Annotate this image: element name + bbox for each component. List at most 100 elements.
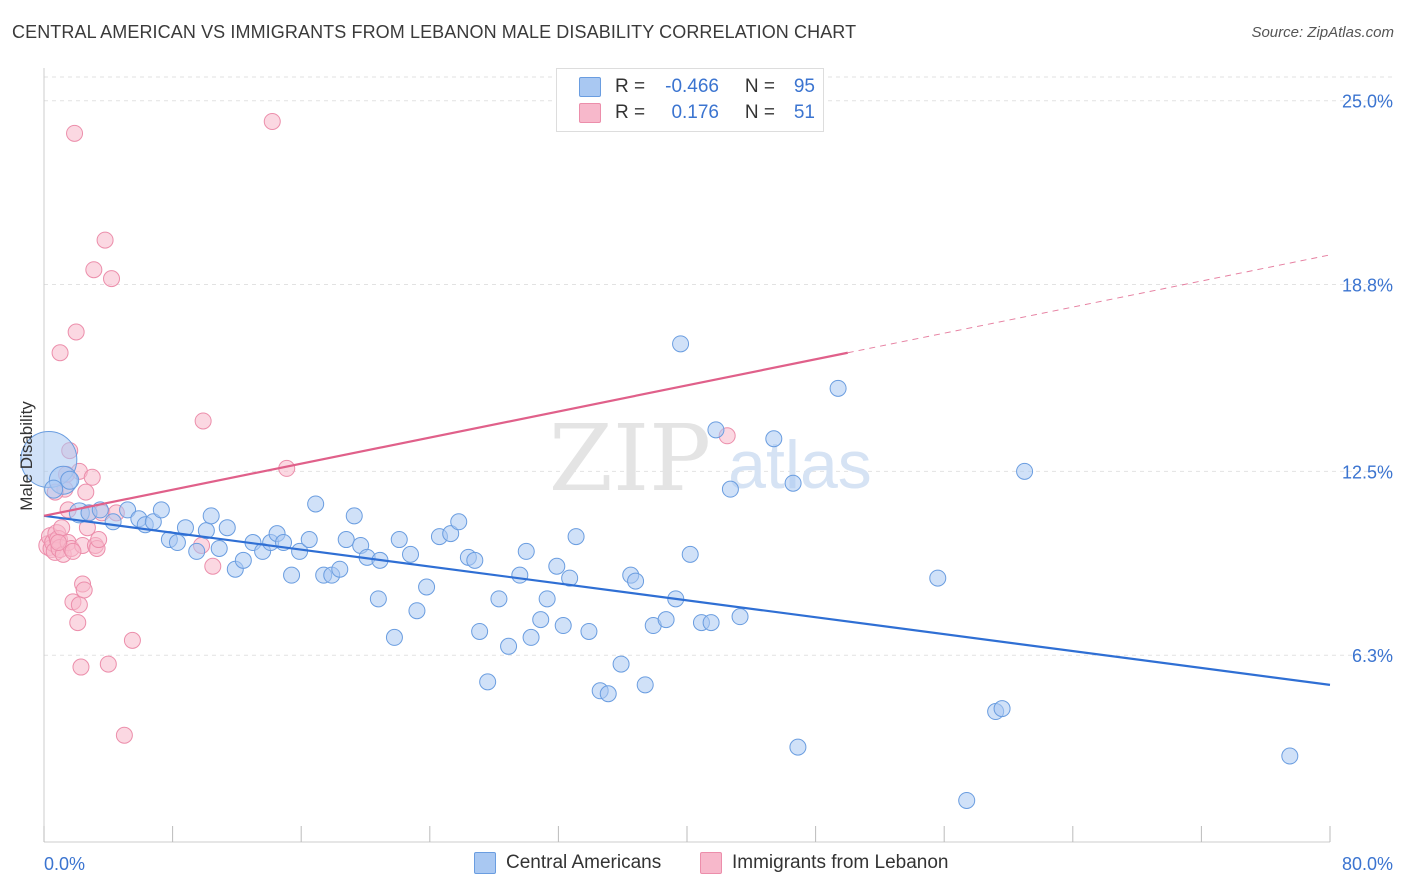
tick-labels: 6.3% 12.5% 18.8% 25.0% 0.0% 80.0% [44, 92, 1393, 874]
central-american-point-47 [442, 525, 460, 543]
central-american-point-22 [234, 551, 252, 569]
legend-n-label: N = [744, 102, 775, 123]
central-american-point-74 [672, 335, 690, 353]
central-american-point-42 [390, 531, 408, 549]
central-american-point-80 [731, 608, 749, 626]
central-american-point-72 [657, 611, 675, 629]
central-american-point-50 [466, 551, 484, 569]
central-american-point-2 [44, 479, 64, 499]
central-american-point-48 [450, 513, 468, 531]
central-american-point-85 [929, 569, 947, 587]
legend-r-value: 0.176 [671, 102, 719, 123]
central-american-point-66 [599, 685, 617, 703]
central-american-point-62 [561, 569, 579, 587]
watermark-atlas: atlas [728, 427, 872, 503]
central-american-point-51 [471, 622, 489, 640]
x-tick-label-max: 80.0% [1342, 854, 1393, 874]
lebanon-point-20 [70, 596, 88, 614]
central-american-point-77 [702, 614, 720, 632]
legend-n-value: 95 [793, 76, 815, 97]
lebanon-point-29 [85, 261, 103, 279]
trend-lines [43, 254, 1331, 686]
legend-row-central-americans: R = -0.466 N = 95 [579, 75, 815, 99]
legend-n-value: 51 [793, 102, 815, 123]
legend-swatch-pink [579, 103, 601, 123]
gridlines [44, 76, 1392, 656]
central-american-point-55 [511, 566, 529, 584]
lebanon-point-44 [64, 542, 82, 560]
central-american-point-59 [538, 590, 556, 608]
lebanon-point-24 [75, 581, 93, 599]
central-american-point-7 [104, 513, 122, 531]
central-american-point-90 [1281, 747, 1299, 765]
central-american-point-14 [168, 534, 186, 552]
central-american-point-88 [993, 700, 1011, 718]
central-american-point-16 [188, 542, 206, 560]
trend-line-lebanon [43, 351, 848, 517]
central-american-point-81 [765, 430, 783, 448]
y-tick-label-2: 18.8% [1342, 276, 1393, 296]
x-tick-label-min: 0.0% [44, 854, 85, 874]
central-american-point-79 [721, 480, 739, 498]
lebanon-point-39 [123, 631, 141, 649]
lebanon-point-17 [67, 323, 85, 341]
lebanon-point-46 [204, 557, 222, 575]
central-american-point-28 [283, 566, 301, 584]
central-american-point-70 [636, 676, 654, 694]
central-american-point-58 [532, 611, 550, 629]
central-american-point-75 [681, 545, 699, 563]
central-american-point-83 [789, 738, 807, 756]
central-american-point-78 [707, 421, 725, 439]
central-american-point-56 [517, 542, 535, 560]
lebanon-point-38 [115, 726, 133, 744]
legend-r-label: R = [615, 102, 646, 123]
watermark: ZIP atlas [549, 405, 872, 512]
lebanon-point-8 [53, 519, 71, 537]
lebanon-point-16 [66, 124, 84, 142]
bottom-legend-central-americans: Central Americans [474, 852, 661, 874]
y-tick-label-1: 12.5% [1342, 462, 1393, 482]
legend-swatch-blue [579, 77, 601, 97]
lebanon-point-21 [72, 658, 90, 676]
central-american-point-52 [479, 673, 497, 691]
central-american-point-12 [152, 501, 170, 519]
central-american-point-43 [402, 545, 420, 563]
central-american-point-19 [210, 539, 228, 557]
y-tick-label-0: 6.3% [1352, 646, 1393, 666]
central-american-point-82 [784, 474, 802, 492]
central-american-point-15 [176, 519, 194, 537]
central-american-point-3 [60, 470, 80, 490]
central-american-point-57 [522, 628, 540, 646]
central-american-point-30 [300, 531, 318, 549]
central-american-point-84 [829, 379, 847, 397]
bottom-legend-label: Central Americans [506, 852, 662, 873]
central-american-point-18 [202, 507, 220, 525]
legend-r-value: -0.466 [665, 76, 719, 97]
central-american-point-20 [218, 519, 236, 537]
central-american-point-45 [418, 578, 436, 596]
central-american-point-89 [1016, 462, 1034, 480]
chart-title: CENTRAL AMERICAN VS IMMIGRANTS FROM LEBA… [12, 22, 857, 42]
bottom-legend-label: Immigrants from Lebanon [732, 852, 949, 873]
central-american-point-53 [490, 590, 508, 608]
central-american-point-31 [307, 495, 325, 513]
series-central-american-points [20, 335, 1299, 809]
watermark-zip: ZIP [549, 405, 711, 512]
lebanon-point-36 [103, 270, 121, 288]
lebanon-point-18 [69, 614, 87, 632]
central-american-point-60 [548, 557, 566, 575]
lebanon-point-34 [96, 231, 114, 249]
central-american-point-35 [337, 531, 355, 549]
central-american-point-69 [627, 572, 645, 590]
source-label: Source: ZipAtlas.com [1251, 24, 1394, 41]
legend-r-label: R = [615, 76, 646, 97]
lebanon-point-28 [83, 468, 101, 486]
central-american-point-44 [408, 602, 426, 620]
central-american-point-34 [331, 560, 349, 578]
lebanon-point-45 [194, 412, 212, 430]
central-american-point-64 [580, 622, 598, 640]
central-american-point-8 [119, 501, 137, 519]
lebanon-point-48 [263, 112, 281, 130]
bottom-legend-swatch-pink [700, 852, 722, 874]
